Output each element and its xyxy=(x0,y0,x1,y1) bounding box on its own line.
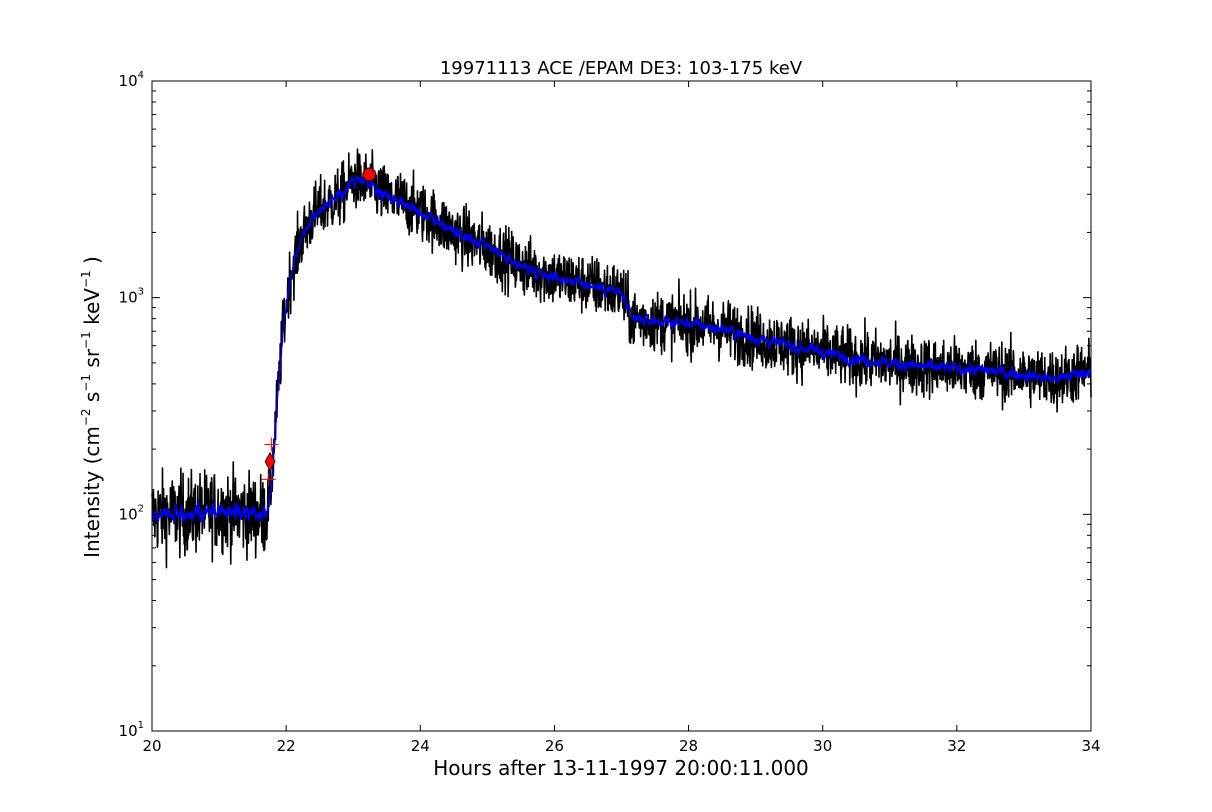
x-tick-label: 30 xyxy=(813,737,832,755)
y-tick-label-base: 10 xyxy=(119,72,138,90)
x-tick-label: 32 xyxy=(947,737,966,755)
y-axis-title-sup3: −1 xyxy=(79,331,93,349)
y-axis-title-sup2: −1 xyxy=(79,374,93,392)
y-tick-label-exp: 1 xyxy=(138,720,144,731)
y-tick-label: 104 xyxy=(119,70,144,90)
x-tick-label: 26 xyxy=(545,737,564,755)
x-axis: 20 22 24 26 28 30 32 34 xyxy=(142,81,1101,755)
onset-error-marker-1 xyxy=(264,437,279,452)
series-line-smoothed xyxy=(151,175,1092,523)
y-axis-title-mid3: keV xyxy=(80,288,104,332)
peak-marker xyxy=(362,167,377,182)
x-axis-title: Hours after 13-11-1997 20:00:11.000 xyxy=(433,756,809,780)
x-tick-label: 34 xyxy=(1081,737,1100,755)
y-tick-label: 102 xyxy=(119,503,144,523)
y-axis-title-suffix: ) xyxy=(80,256,104,270)
y-tick-label: 103 xyxy=(119,287,144,307)
y-axis-title-sup4: −1 xyxy=(79,270,93,288)
y-axis-title-mid1: s xyxy=(80,392,104,409)
plot-data-layer xyxy=(151,148,1092,569)
y-tick-label-exp: 2 xyxy=(138,503,144,514)
y-tick-label: 101 xyxy=(119,720,144,740)
plot-frame xyxy=(151,80,1092,732)
x-tick-label: 22 xyxy=(277,737,296,755)
y-axis-title-mid2: sr xyxy=(80,348,104,374)
y-tick-label-exp: 3 xyxy=(138,287,144,298)
y-axis-title: Intensity (cm−2 s−1 sr−1 keV−1 ) xyxy=(79,256,104,558)
y-axis-title-sup1: −2 xyxy=(79,408,93,426)
chart-title: 19971113 ACE /EPAM DE3: 103-175 keV xyxy=(440,58,803,79)
y-tick-label-base: 10 xyxy=(119,505,138,523)
y-tick-label-exp: 4 xyxy=(138,70,144,81)
y-axis-title-prefix: Intensity (cm xyxy=(80,426,104,558)
plot-markers-layer xyxy=(261,167,377,487)
y-tick-label-base: 10 xyxy=(119,289,138,307)
x-tick-label: 24 xyxy=(411,737,430,755)
x-tick-label: 20 xyxy=(142,737,161,755)
onset-marker xyxy=(264,451,276,472)
y-tick-label-base: 10 xyxy=(119,722,138,740)
x-tick-label: 28 xyxy=(679,737,698,755)
onset-error-marker-2 xyxy=(261,472,276,487)
